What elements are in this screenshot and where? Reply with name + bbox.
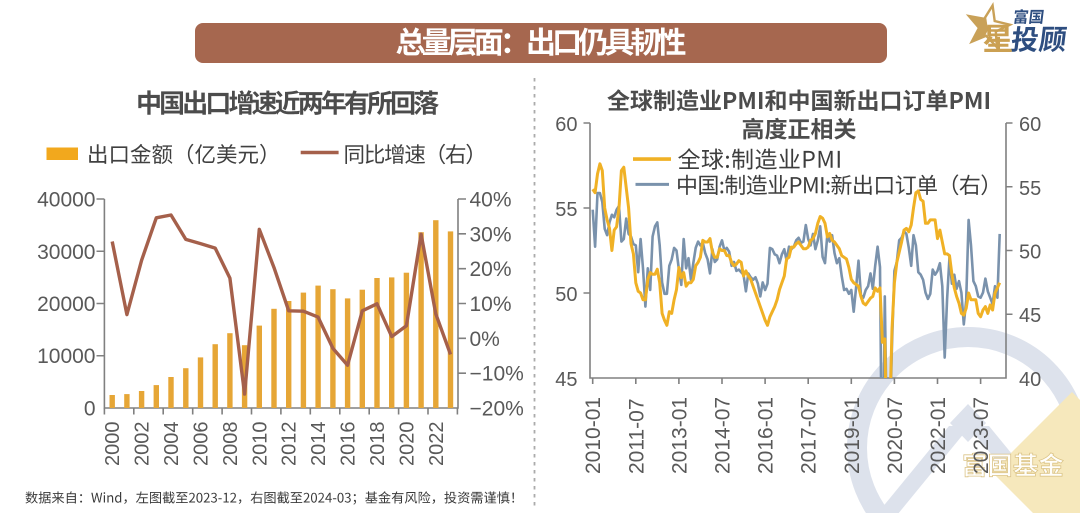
svg-text:2010-01: 2010-01	[582, 397, 605, 474]
svg-text:−10%: −10%	[470, 363, 524, 386]
svg-text:2017-07: 2017-07	[798, 397, 821, 474]
svg-text:2020: 2020	[396, 422, 418, 467]
svg-text:2002: 2002	[132, 422, 154, 467]
svg-text:2022: 2022	[426, 422, 448, 467]
svg-text:−20%: −20%	[470, 398, 524, 421]
svg-text:2016: 2016	[338, 422, 360, 467]
svg-text:2012: 2012	[279, 422, 301, 467]
svg-text:0%: 0%	[470, 328, 500, 351]
svg-text:45: 45	[1019, 305, 1041, 327]
svg-text:2014: 2014	[308, 422, 330, 467]
svg-text:20%: 20%	[470, 258, 512, 281]
svg-text:40%: 40%	[470, 189, 512, 212]
svg-text:2022-01: 2022-01	[927, 397, 950, 474]
svg-text:20000: 20000	[37, 293, 95, 316]
svg-text:2014-07: 2014-07	[712, 397, 735, 474]
svg-text:2020-07: 2020-07	[884, 397, 907, 474]
svg-text:40: 40	[1019, 369, 1041, 391]
svg-text:2010: 2010	[249, 422, 271, 467]
svg-text:2023-07: 2023-07	[970, 397, 993, 474]
svg-text:45: 45	[555, 369, 577, 391]
svg-text:50: 50	[555, 284, 577, 306]
svg-text:2004: 2004	[161, 422, 183, 467]
svg-text:55: 55	[1019, 178, 1041, 200]
svg-text:30%: 30%	[470, 223, 512, 246]
svg-text:2008: 2008	[220, 422, 242, 467]
svg-text:60: 60	[555, 114, 577, 136]
svg-text:2016-01: 2016-01	[755, 397, 778, 474]
svg-text:2019-01: 2019-01	[841, 397, 864, 474]
svg-text:2006: 2006	[191, 422, 213, 467]
svg-text:40000: 40000	[37, 189, 95, 212]
svg-text:2000: 2000	[102, 422, 124, 467]
svg-text:2013-01: 2013-01	[668, 397, 691, 474]
svg-text:2018: 2018	[367, 422, 389, 467]
svg-text:0: 0	[84, 398, 96, 421]
svg-text:50: 50	[1019, 242, 1041, 264]
svg-text:2011-07: 2011-07	[625, 398, 648, 474]
svg-text:60: 60	[1019, 114, 1041, 136]
svg-text:10000: 10000	[37, 345, 95, 368]
svg-text:30000: 30000	[37, 241, 95, 264]
svg-text:55: 55	[555, 199, 577, 221]
svg-text:10%: 10%	[470, 293, 512, 316]
